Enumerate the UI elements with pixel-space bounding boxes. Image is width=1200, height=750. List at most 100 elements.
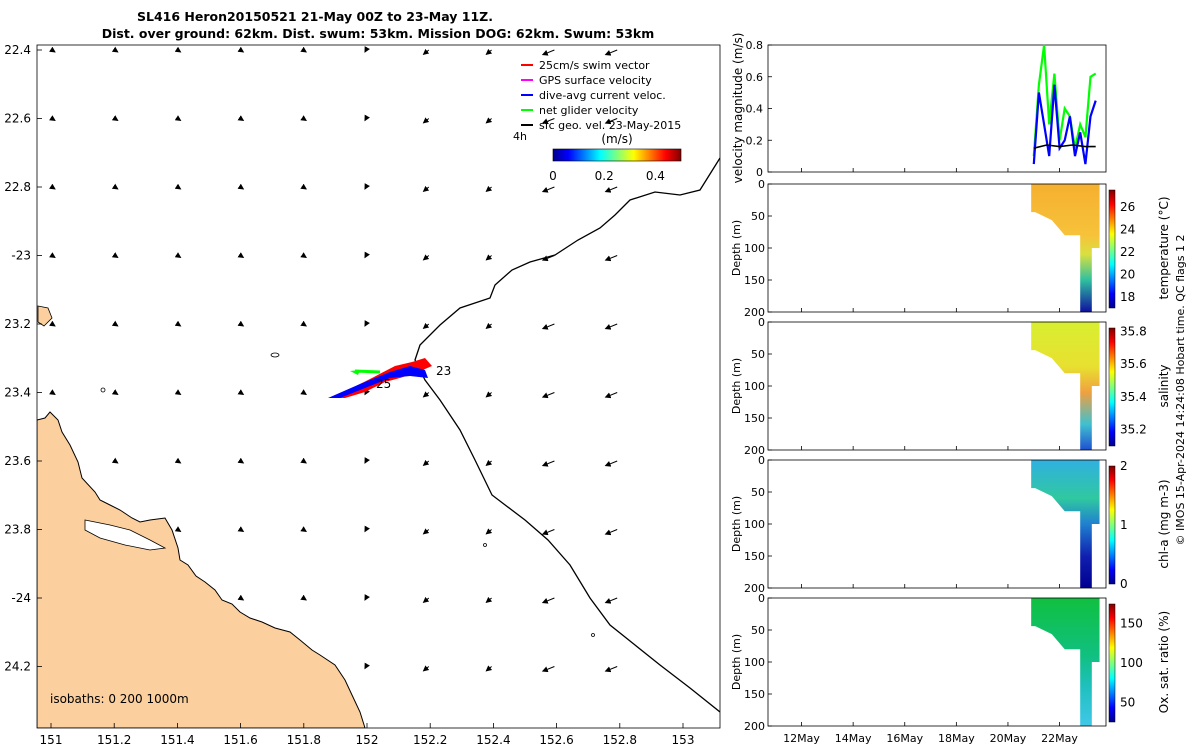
- scale-label-4h: 4h: [513, 130, 527, 143]
- velocity-vector: [485, 391, 493, 398]
- colorbar-tick-label: 35.8: [1120, 324, 1147, 338]
- current-vector-cluster: [328, 366, 428, 398]
- velocity-vector: [541, 597, 555, 604]
- colorbar-tick-label: 0: [1120, 577, 1128, 591]
- velocity-vector: [237, 389, 245, 395]
- velocity-vector: [49, 46, 56, 53]
- velocity-vector: [604, 49, 618, 56]
- velocity-vector: [485, 48, 493, 56]
- island-1: [37, 305, 53, 327]
- colorbar-tick-label: 0.2: [595, 169, 614, 183]
- velocity-vector: [49, 183, 56, 190]
- velocity-vector: [237, 46, 245, 53]
- velocity-vector: [485, 459, 493, 467]
- colorbar-label: chl-a (mg m-3): [1157, 479, 1171, 568]
- velocity-vector: [300, 320, 307, 327]
- depth-ylabel: Depth (m): [730, 220, 743, 276]
- map-frame: [36, 44, 721, 729]
- velocity-vector: [604, 597, 618, 604]
- velocity-vector: [541, 460, 555, 467]
- velocity-vector: [364, 388, 370, 396]
- depth-tick-label: 150: [744, 274, 765, 287]
- profile-panel: 0 50 100 150 200 Depth (m) 26 24 22 20 18 temperatu…: [730, 178, 1171, 319]
- velocity-vector: [541, 529, 555, 536]
- velocity-panel: 0 0.2 0.4 0.6 0.8 velocity magnitude (m/s): [731, 33, 1107, 184]
- velocity-vector: [364, 457, 370, 464]
- velocity-vector: [49, 320, 56, 327]
- velocity-vector: [364, 320, 370, 327]
- velocity-vector: [485, 665, 493, 672]
- velocity-vector: [300, 183, 307, 190]
- velocity-vector: [174, 457, 182, 464]
- lon-tick-label: 152.6: [539, 733, 573, 747]
- velocity-vector: [422, 528, 430, 535]
- velocity-vector: [541, 392, 555, 399]
- velocity-vector: [111, 252, 119, 258]
- velocity-vector: [604, 323, 618, 330]
- velocity-vector: [111, 183, 119, 190]
- velocity-vector: [364, 183, 370, 190]
- colorbar-tick-label: 150: [1120, 617, 1143, 631]
- velocity-vector: [174, 389, 182, 395]
- depth-tick-label: 100: [744, 380, 765, 393]
- net-glider-arrowhead: [350, 370, 360, 375]
- profile-section: [1031, 598, 1100, 726]
- vel-series-line: [1033, 144, 1096, 149]
- lat-tick-label: 23.2: [4, 317, 31, 331]
- velocity-vector: [300, 252, 307, 258]
- lon-tick-label: 152: [356, 733, 379, 747]
- velocity-vector: [485, 117, 493, 124]
- velocity-vector: [237, 183, 245, 190]
- depth-tick-label: 200: [744, 306, 765, 319]
- lon-tick-label: 152.8: [603, 733, 637, 747]
- velocity-vector: [364, 46, 370, 53]
- depth-tick-label: 50: [751, 624, 765, 637]
- velocity-vector: [174, 115, 182, 121]
- velocity-vector: [604, 666, 618, 673]
- profile-section: [1031, 460, 1100, 588]
- lat-tick-label: 22.8: [4, 180, 31, 194]
- lat-tick-label: 24.2: [4, 660, 31, 674]
- depth-tick-label: 100: [744, 656, 765, 669]
- velocity-ylabel: velocity magnitude (m/s): [731, 33, 745, 184]
- velocity-vector: [604, 255, 618, 262]
- velocity-vector: [111, 115, 119, 121]
- velocity-vector: [237, 526, 245, 532]
- vel-ytick-label: 0.6: [746, 71, 764, 84]
- velocity-vector: [237, 457, 245, 464]
- legend-label: 25cm/s swim vector: [539, 59, 650, 72]
- colorbar-title: (m/s): [601, 132, 632, 146]
- colorbar-label: salinity: [1157, 364, 1171, 407]
- legend-label: GPS surface velocity: [539, 74, 652, 87]
- velocity-vector: [174, 320, 182, 327]
- lon-tick-label: 153: [672, 733, 695, 747]
- depth-ylabel: Depth (m): [730, 634, 743, 690]
- velocity-vector: [541, 186, 555, 193]
- land-mass: [37, 411, 366, 728]
- colorbar-tick-label: 24: [1120, 222, 1135, 236]
- velocity-vector: [300, 526, 307, 532]
- vel-ytick-label: 0: [756, 166, 763, 179]
- time-tick-label: 22May: [1041, 732, 1078, 745]
- velocity-vector: [422, 48, 430, 56]
- velocity-vector: [541, 118, 555, 125]
- lat-tick-label: 22.6: [4, 112, 31, 126]
- track-label-25: 25: [376, 377, 391, 391]
- velocity-vector: [485, 322, 493, 330]
- depth-tick-label: 0: [758, 592, 765, 605]
- velocity-vector: [422, 665, 430, 672]
- lat-tick-label: 23.4: [4, 386, 31, 400]
- profile-colorbar: [1108, 603, 1116, 723]
- time-tick-label: 16May: [886, 732, 923, 745]
- colorbar-tick-label: 26: [1120, 200, 1135, 214]
- velocity-vector: [541, 666, 555, 673]
- velocity-vector: [364, 251, 370, 259]
- velocity-vector: [237, 594, 245, 601]
- legend-label: dive-avg current veloc.: [539, 89, 666, 102]
- velocity-vector: [604, 460, 618, 467]
- isobaths-label: isobaths: 0 200 1000m: [50, 692, 189, 706]
- depth-tick-label: 200: [744, 720, 765, 733]
- legend-label: sfc geo. vel. 23-May-2015: [539, 119, 681, 132]
- velocity-vector: [422, 391, 430, 398]
- colorbar-tick-label: 0: [549, 169, 557, 183]
